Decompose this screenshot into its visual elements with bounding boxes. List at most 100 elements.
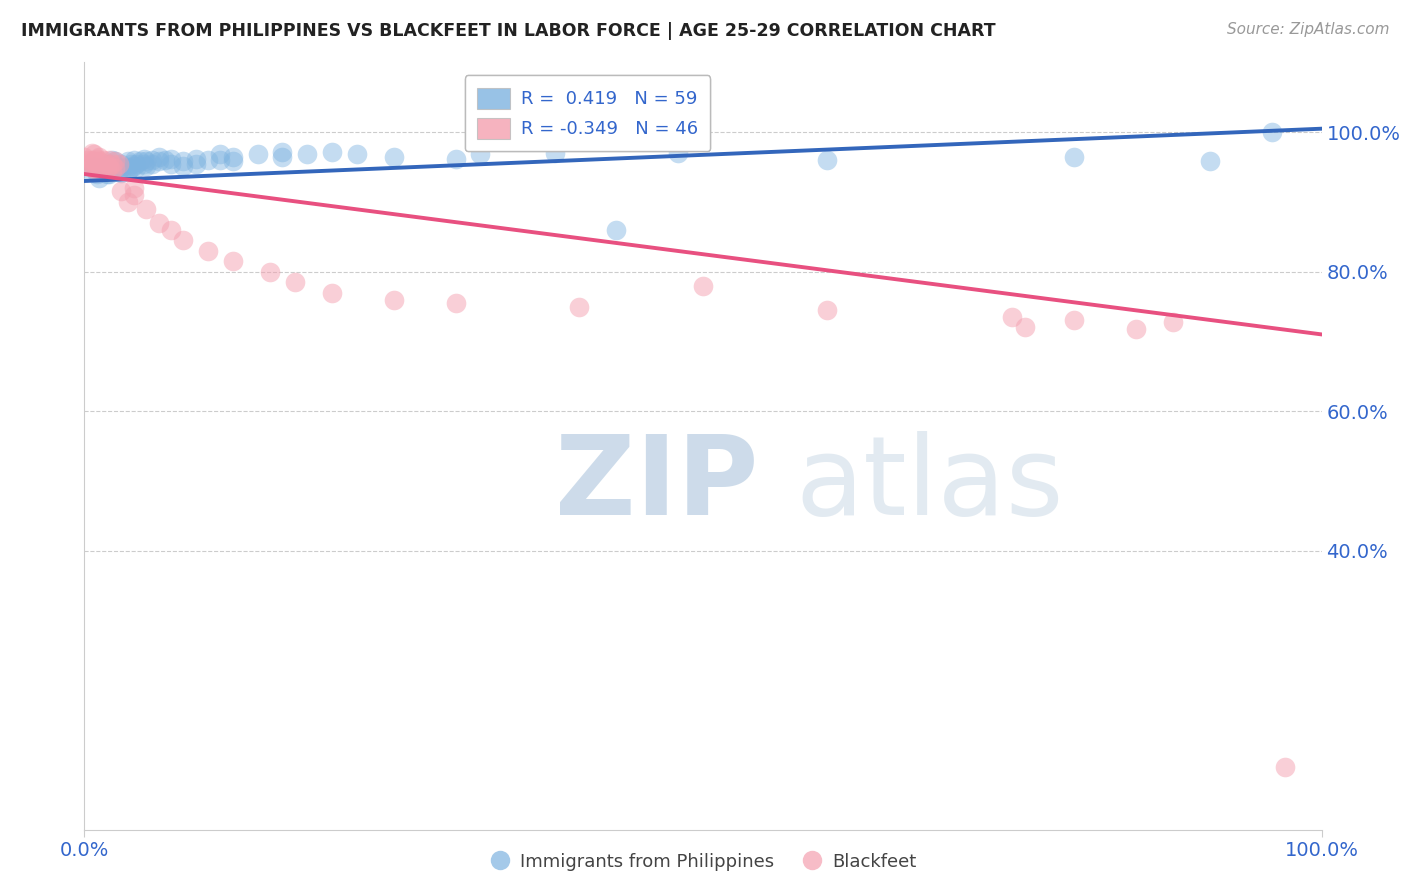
Point [98, 153, 121, 167]
Point [135, 159, 157, 173]
Point [91, 160, 114, 174]
Point [209, 147, 232, 161]
Point [110, 161, 132, 176]
Point [89, 154, 111, 169]
Point [122, 188, 145, 202]
Point [122, 153, 145, 167]
Point [83, 161, 105, 176]
Point [125, 161, 148, 176]
Point [104, 154, 127, 169]
Point [815, 153, 838, 167]
Point [100, 159, 122, 173]
Point [83, 154, 105, 169]
Point [100, 156, 122, 170]
Point [100, 163, 122, 178]
Point [271, 150, 294, 164]
Point [132, 156, 155, 170]
Point [125, 156, 148, 170]
Point [110, 166, 132, 180]
Point [110, 185, 132, 199]
Point [346, 147, 368, 161]
Point [160, 152, 183, 166]
Point [172, 154, 194, 169]
Point [321, 145, 343, 159]
Point [1063, 313, 1085, 327]
Point [148, 154, 170, 169]
Point [122, 181, 145, 195]
Point [197, 244, 219, 258]
Point [444, 296, 467, 310]
Point [209, 153, 232, 167]
Point [141, 156, 163, 170]
Text: atlas: atlas [796, 431, 1064, 538]
Point [98, 156, 121, 170]
Point [382, 150, 405, 164]
Point [80, 146, 103, 161]
Point [222, 154, 245, 169]
Point [104, 154, 127, 169]
Point [100, 153, 122, 167]
Point [1063, 150, 1085, 164]
Point [122, 159, 145, 173]
Point [91, 163, 114, 178]
Text: IMMIGRANTS FROM PHILIPPINES VS BLACKFEET IN LABOR FORCE | AGE 25-29 CORRELATION : IMMIGRANTS FROM PHILIPPINES VS BLACKFEET… [21, 22, 995, 40]
Text: Source: ZipAtlas.com: Source: ZipAtlas.com [1226, 22, 1389, 37]
Point [605, 223, 627, 237]
Point [108, 160, 131, 174]
Point [172, 159, 194, 173]
Point [1261, 125, 1284, 139]
Point [91, 160, 114, 174]
Legend: Immigrants from Philippines, Blackfeet: Immigrants from Philippines, Blackfeet [482, 845, 924, 879]
Point [470, 147, 492, 161]
Point [96, 156, 118, 170]
Point [184, 152, 207, 166]
Point [73, 150, 96, 164]
Point [184, 156, 207, 170]
Point [172, 233, 194, 247]
Point [117, 194, 139, 209]
Point [76, 153, 98, 167]
Point [86, 152, 108, 166]
Point [117, 160, 139, 174]
Point [104, 161, 127, 176]
Point [108, 156, 131, 170]
Point [98, 163, 121, 178]
Point [444, 152, 467, 166]
Point [148, 216, 170, 230]
Point [129, 154, 152, 169]
Point [666, 146, 689, 161]
Point [120, 156, 142, 170]
Point [132, 152, 155, 166]
Point [96, 161, 118, 176]
Point [83, 160, 105, 174]
Point [110, 156, 132, 170]
Point [382, 293, 405, 307]
Point [80, 153, 103, 167]
Point [222, 150, 245, 164]
Point [246, 147, 269, 161]
Legend: R =  0.419   N = 59, R = -0.349   N = 46: R = 0.419 N = 59, R = -0.349 N = 46 [464, 75, 710, 152]
Point [295, 147, 318, 161]
Point [98, 160, 121, 174]
Point [82, 156, 104, 170]
Point [259, 265, 281, 279]
Point [86, 156, 108, 170]
Point [568, 300, 591, 314]
Point [89, 150, 111, 164]
Point [1199, 154, 1222, 169]
Point [120, 161, 142, 176]
Point [160, 223, 183, 237]
Point [83, 147, 105, 161]
Point [108, 163, 131, 178]
Point [815, 303, 838, 318]
Point [79, 160, 101, 174]
Point [104, 161, 127, 176]
Point [79, 163, 101, 178]
Point [284, 275, 307, 289]
Point [160, 156, 183, 170]
Point [98, 167, 121, 181]
Point [543, 146, 565, 161]
Point [79, 156, 101, 170]
Point [1161, 315, 1184, 329]
Point [148, 150, 170, 164]
